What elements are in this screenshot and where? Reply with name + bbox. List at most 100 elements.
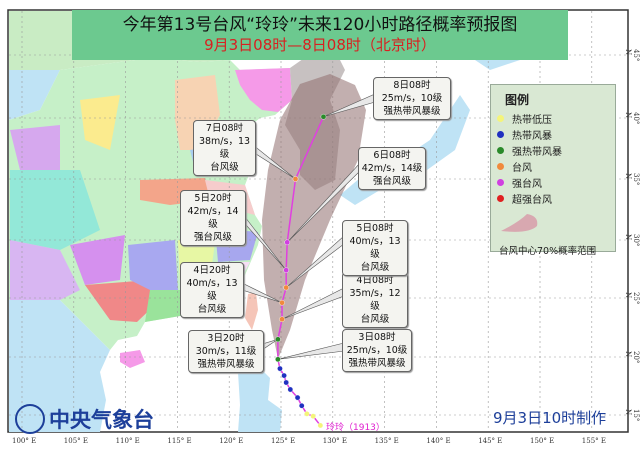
lat-tick-label: 15° N: [624, 409, 640, 422]
track-point-tropical-storm: [294, 394, 301, 401]
legend-label: 台风: [512, 162, 532, 174]
legend-label: 热带低压: [512, 114, 552, 126]
track-point-tropical-storm: [298, 402, 305, 409]
track-point-tropical-storm: [287, 386, 294, 393]
callout-wind: 25m/s，10级: [346, 345, 408, 356]
callout-level: 台风级: [360, 262, 390, 273]
typhoon-symbol-icon: [497, 130, 504, 138]
track-point-typhoon: [283, 284, 289, 291]
lat-tick-label: 20° N: [624, 351, 640, 364]
cone-swatch-icon: [501, 214, 538, 232]
track-point-typhoon: [279, 299, 285, 306]
track-point-tropical-depression: [317, 422, 324, 429]
callout-time: 4日08时: [356, 275, 394, 286]
track-point-typhoon: [279, 316, 285, 323]
lon-tick-label: 140° E: [426, 437, 451, 445]
legend-label: 超强台风: [512, 194, 552, 206]
callout-level: 强热带风暴级: [383, 106, 441, 117]
callout-time: 8日08时: [393, 80, 431, 91]
issued-time: 9月3日10时制作: [493, 409, 607, 427]
forecast-callout: 3日08时 25m/s，10级 强热带风暴级: [342, 329, 412, 372]
callout-time: 4日20时: [193, 265, 231, 276]
track-point-typhoon: [292, 176, 299, 182]
callout-wind: 40m/s，13级: [186, 278, 238, 302]
callout-wind: 30m/s，11级: [195, 346, 257, 357]
map-subtitle: 9月3日08时—8日08时（北京时）: [204, 36, 436, 54]
lon-tick-label: 135° E: [374, 437, 399, 445]
callout-level: 台风级: [197, 304, 227, 315]
land-yunnan: [10, 240, 80, 300]
callout-wind: 40m/s，13级: [349, 236, 401, 260]
legend-cone-label: 台风中心70%概率范围: [499, 246, 597, 257]
track-point-severe-tropical-storm: [275, 336, 281, 343]
callout-time: 3日08时: [358, 332, 396, 343]
typhoon-symbol-icon: [497, 162, 504, 170]
land-indochina: [9, 300, 110, 432]
forecast-callout: 5日08时 40m/s，13级台风级: [342, 220, 408, 276]
logo-text: 中央气象台: [49, 408, 154, 432]
land-sichuan: [10, 170, 100, 250]
callout-wind: 25m/s，10级: [381, 93, 443, 104]
land-taiwan: [245, 292, 258, 330]
land-guizhou: [70, 235, 125, 285]
typhoon-symbol-icon: [497, 114, 504, 122]
lat-tick-label: 45° N: [624, 49, 640, 62]
legend-title: 图例: [505, 93, 530, 107]
land-hunan: [128, 240, 178, 290]
legend-item: 热带风暴: [491, 126, 615, 142]
callout-time: 5日08时: [356, 223, 394, 234]
track-point-tropical-storm: [277, 365, 283, 372]
map-title: 今年第13号台风“玲玲”未来120小时路径概率预报图: [122, 15, 518, 35]
lon-tick-label: 155° E: [581, 437, 606, 445]
forecast-callout: 5日20时 42m/s，14级 强台风级: [180, 190, 246, 246]
lon-tick-label: 120° E: [219, 437, 244, 445]
lon-tick-label: 105° E: [63, 437, 88, 445]
callout-level: 台风级: [360, 314, 390, 325]
forecast-callout: 4日08时 35m/s，12级 台风级: [342, 272, 408, 328]
title-banner: 今年第13号台风“玲玲”未来120小时路径概率预报图 9月3日08时—8日08时…: [72, 10, 568, 60]
land-hainan: [120, 350, 145, 368]
lat-tick-label: 30° N: [624, 234, 640, 247]
land-liaoning: [235, 68, 292, 112]
callout-wind: 42m/s，14级: [361, 163, 423, 174]
callout-level: 强热带风暴级: [197, 359, 255, 370]
forecast-callout: 7日08时 38m/s，13级 台风级: [193, 120, 256, 176]
land-ningxia: [80, 95, 120, 150]
typhoon-name-label: 玲玲（1913）: [326, 423, 385, 433]
typhoon-symbol-icon: [497, 178, 504, 186]
legend-item: 热带低压: [491, 110, 615, 126]
track-point-tropical-storm: [281, 372, 287, 379]
lat-tick-label: 25° N: [624, 292, 640, 305]
callout-time: 5日20时: [194, 193, 232, 204]
track-point-severe-typhoon: [283, 267, 289, 273]
legend-item: 强热带风暴: [491, 142, 615, 158]
lat-tick-label: 35° N: [624, 173, 640, 186]
callout-time: 6日08时: [373, 150, 411, 161]
track-point-tropical-depression: [304, 411, 310, 417]
land-qinghai: [10, 125, 60, 170]
land-philippines: [238, 368, 282, 432]
callout-level: 强台风级: [372, 176, 411, 187]
track-point-severe-tropical-storm: [320, 113, 327, 120]
callout-time: 3日20时: [207, 333, 245, 344]
track-points: [275, 113, 327, 429]
legend-item: 台风: [491, 158, 615, 174]
typhoon-symbol-icon: [497, 194, 504, 202]
forecast-callout: 3日20时 30m/s，11级 强热带风暴级: [188, 330, 264, 373]
legend-label: 强台风: [512, 178, 542, 190]
lon-tick-label: 115° E: [167, 437, 192, 445]
lon-tick-label: 125° E: [271, 437, 296, 445]
legend-item: 超强台风: [491, 190, 615, 206]
legend-label: 热带风暴: [512, 130, 552, 142]
callout-time: 7日08时: [205, 123, 244, 134]
track-point-severe-tropical-storm: [275, 356, 281, 363]
callout-level: 强热带风暴级: [348, 358, 406, 369]
lon-tick-label: 150° E: [530, 437, 555, 445]
cma-emblem-icon: [15, 404, 45, 434]
lon-tick-label: 110° E: [115, 437, 140, 445]
track-point-tropical-depression: [310, 413, 316, 419]
lon-tick-label: 100° E: [12, 437, 37, 445]
legend: 图例 热带低压热带风暴 强热带风暴台风强台风超强台风 台风中心70%概率范围: [490, 84, 616, 257]
forecast-callout: 4日20时 40m/s，13级台风级: [180, 262, 244, 318]
callout-level: 强台风级: [193, 232, 232, 243]
